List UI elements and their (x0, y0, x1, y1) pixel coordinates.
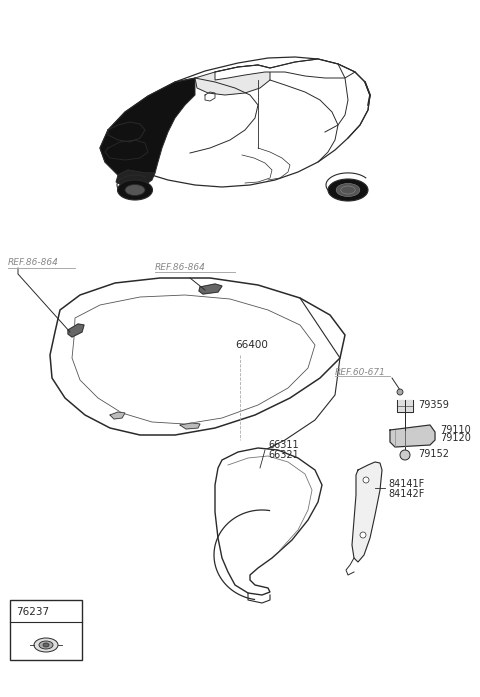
Ellipse shape (336, 183, 360, 197)
Circle shape (360, 532, 366, 538)
Polygon shape (199, 284, 222, 294)
Polygon shape (100, 57, 370, 187)
Text: 79120: 79120 (440, 433, 471, 443)
Polygon shape (215, 448, 322, 595)
Circle shape (400, 450, 410, 460)
Polygon shape (390, 425, 435, 447)
Polygon shape (68, 324, 84, 337)
Text: 84142F: 84142F (388, 489, 424, 499)
Ellipse shape (125, 185, 145, 195)
Polygon shape (50, 278, 345, 435)
Ellipse shape (34, 638, 58, 652)
Polygon shape (352, 462, 382, 562)
Text: 79152: 79152 (418, 449, 449, 459)
Text: REF.86-864: REF.86-864 (155, 263, 206, 272)
Text: 76237: 76237 (16, 607, 49, 617)
Text: 66311: 66311 (268, 440, 299, 450)
Circle shape (363, 477, 369, 483)
Text: 84141F: 84141F (388, 479, 424, 489)
Text: 79110: 79110 (440, 425, 471, 435)
Polygon shape (195, 65, 270, 95)
Polygon shape (215, 59, 355, 80)
Ellipse shape (328, 179, 368, 201)
Text: REF.60-671: REF.60-671 (335, 368, 386, 377)
Polygon shape (180, 423, 200, 429)
Text: 79359: 79359 (418, 400, 449, 410)
Polygon shape (116, 170, 155, 188)
Ellipse shape (118, 180, 153, 200)
Polygon shape (397, 400, 413, 412)
Polygon shape (100, 78, 195, 175)
FancyBboxPatch shape (10, 600, 82, 660)
Text: 66321: 66321 (268, 450, 299, 460)
Circle shape (397, 389, 403, 395)
Ellipse shape (39, 641, 53, 649)
Text: REF.86-864: REF.86-864 (8, 258, 59, 267)
Text: 66400: 66400 (235, 340, 268, 350)
Ellipse shape (43, 643, 49, 647)
Polygon shape (110, 412, 125, 419)
